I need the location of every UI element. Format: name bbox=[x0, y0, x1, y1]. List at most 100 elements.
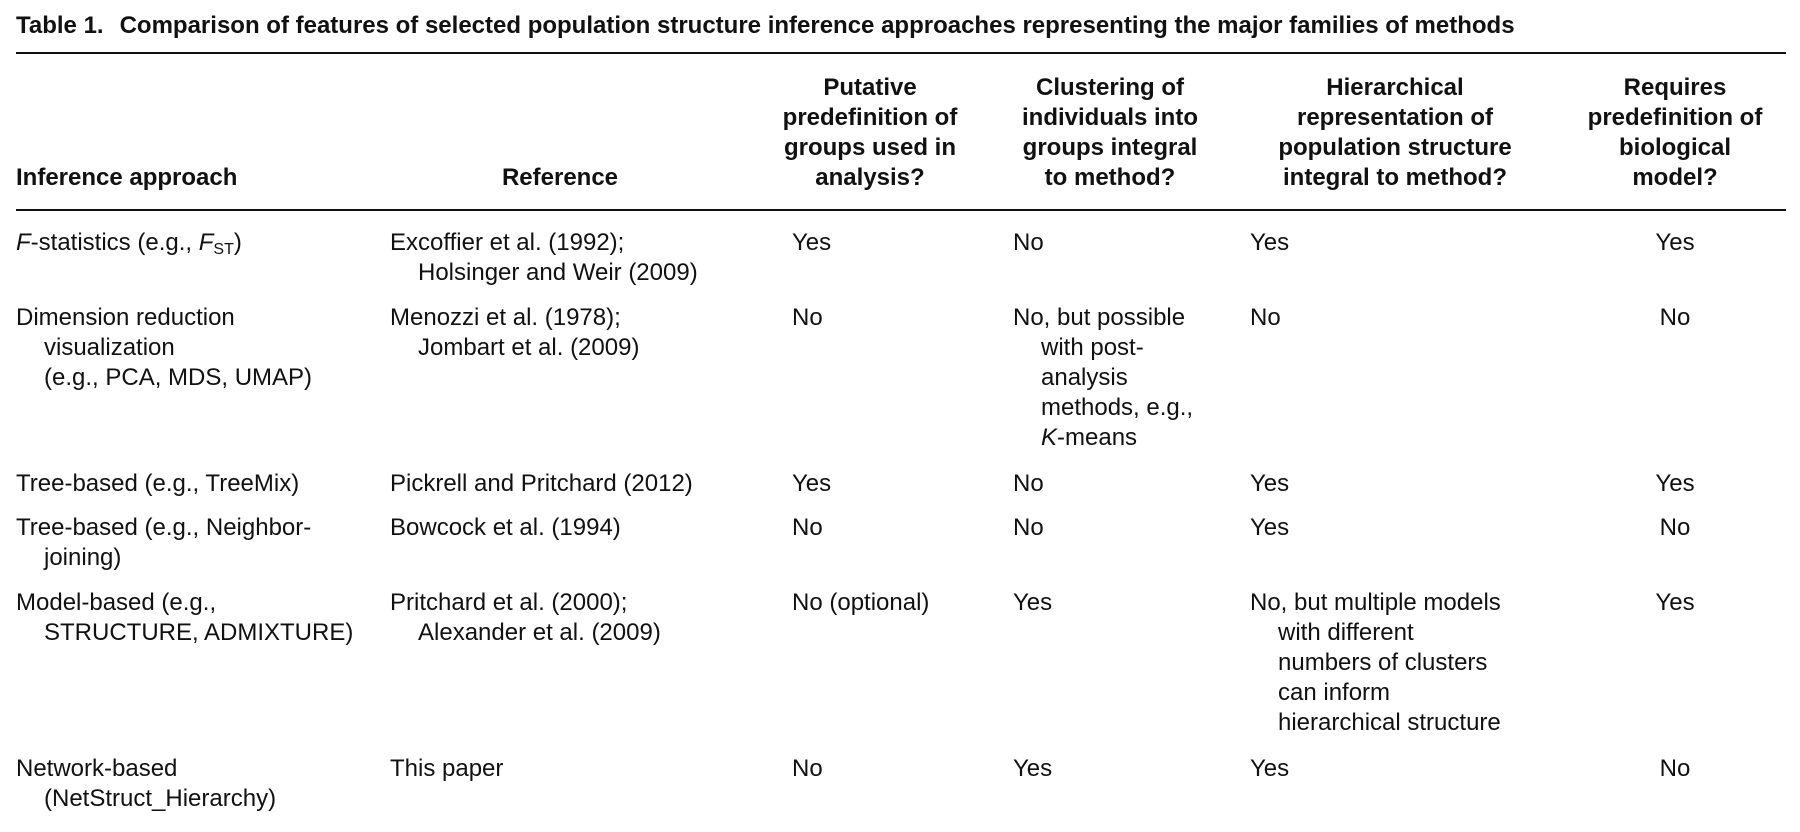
reference-line: Pickrell and Pritchard (2012) bbox=[390, 470, 693, 497]
top-rule bbox=[16, 52, 1786, 54]
approach-line: STRUCTURE, ADMIXTURE) bbox=[44, 619, 354, 646]
row-1-hierarchical: Yes bbox=[1250, 228, 1289, 258]
header-line: groups integral bbox=[1022, 134, 1198, 161]
clustering-line: analysis bbox=[1041, 364, 1128, 391]
row-3-approach: Tree-based (e.g., TreeMix) bbox=[16, 469, 299, 499]
row-5-approach: Model-based (e.g., STRUCTURE, ADMIXTURE) bbox=[16, 588, 353, 648]
row-4-bio-model: No bbox=[1659, 514, 1691, 541]
reference-line: Jombart et al. (2009) bbox=[418, 334, 640, 361]
row-6-predefinition: No bbox=[792, 755, 823, 782]
header-line: predefinition of bbox=[1587, 104, 1763, 131]
header-line: Putative bbox=[823, 74, 917, 101]
hierarchical-line: can inform bbox=[1278, 679, 1391, 706]
header-reference: Reference bbox=[501, 164, 619, 191]
header-line: integral to method? bbox=[1283, 164, 1507, 191]
header-predefinition-groups: Putative predefinition of groups used in… bbox=[770, 73, 970, 193]
hierarchical-line: hierarchical structure bbox=[1278, 709, 1501, 736]
header-line: Requires bbox=[1623, 74, 1727, 101]
hierarchical-line: Yes bbox=[1250, 514, 1290, 541]
approach-line: Tree-based (e.g., Neighbor- bbox=[16, 514, 312, 541]
row-5-predefinition: No (optional) bbox=[792, 589, 930, 616]
clustering-line: No bbox=[1013, 229, 1044, 256]
hierarchical-line: No bbox=[1250, 304, 1281, 331]
approach-line: (e.g., PCA, MDS, UMAP) bbox=[44, 364, 313, 391]
header-line: Clustering of bbox=[1036, 74, 1184, 101]
italic-k: K bbox=[1041, 424, 1058, 451]
hierarchical-line: Yes bbox=[1250, 470, 1290, 497]
reference-line: Pritchard et al. (2000); bbox=[390, 589, 628, 616]
subscript-st: ST bbox=[213, 241, 234, 258]
row-1-predefinition: Yes bbox=[792, 229, 832, 256]
header-rule bbox=[16, 209, 1786, 211]
hierarchical-line: No, but multiple models bbox=[1250, 589, 1501, 616]
row-2-reference: Menozzi et al. (1978); Jombart et al. (2… bbox=[390, 303, 639, 363]
clustering-line: -means bbox=[1057, 424, 1138, 451]
row-3-reference: Pickrell and Pritchard (2012) bbox=[390, 469, 693, 499]
approach-line: Model-based (e.g., bbox=[16, 589, 217, 616]
header-line: Hierarchical bbox=[1326, 74, 1464, 101]
row-3-bio-model: Yes bbox=[1655, 470, 1695, 497]
header-line: model? bbox=[1632, 164, 1718, 191]
clustering-line: No bbox=[1013, 470, 1044, 497]
header-line: analysis? bbox=[815, 164, 925, 191]
caption-text: Comparison of features of selected popul… bbox=[119, 12, 1515, 39]
row-3-hierarchical: Yes bbox=[1250, 469, 1289, 499]
italic-f: F bbox=[16, 229, 31, 256]
row-1-bio-model: Yes bbox=[1655, 229, 1695, 256]
italic-f: F bbox=[198, 229, 214, 256]
header-line: representation of bbox=[1296, 104, 1494, 131]
row-3-predefinition: Yes bbox=[792, 470, 832, 497]
clustering-line: Yes bbox=[1013, 589, 1053, 616]
reference-line: Menozzi et al. (1978); bbox=[390, 304, 621, 331]
row-1-clustering: No bbox=[1013, 228, 1044, 258]
header-line: population structure bbox=[1278, 134, 1512, 161]
reference-line: Excoffier et al. (1992); bbox=[390, 229, 625, 256]
row-5-bio-model: Yes bbox=[1655, 589, 1695, 616]
header-inference-approach: Inference approach bbox=[16, 164, 238, 191]
row-3-clustering: No bbox=[1013, 469, 1044, 499]
header-line: biological bbox=[1618, 134, 1731, 161]
row-4-reference: Bowcock et al. (1994) bbox=[390, 513, 621, 543]
row-2-predefinition: No bbox=[792, 304, 823, 331]
row-2-clustering: No, but possible with post- analysis met… bbox=[1013, 303, 1193, 453]
clustering-line: No, but possible bbox=[1013, 304, 1186, 331]
row-4-clustering: No bbox=[1013, 513, 1044, 543]
row-2-bio-model: No bbox=[1659, 304, 1691, 331]
row-5-clustering: Yes bbox=[1013, 588, 1052, 618]
header-line: groups used in bbox=[783, 134, 956, 161]
reference-line: This paper bbox=[390, 755, 504, 782]
header-line: to method? bbox=[1044, 164, 1176, 191]
clustering-line: No bbox=[1013, 514, 1044, 541]
approach-line: visualization bbox=[44, 334, 175, 361]
hierarchical-line: Yes bbox=[1250, 229, 1290, 256]
approach-line: Network-based bbox=[16, 755, 178, 782]
header-hierarchical: Hierarchical representation of populatio… bbox=[1245, 73, 1545, 193]
row-6-approach: Network-based (NetStruct_Hierarchy) bbox=[16, 754, 276, 814]
clustering-line: with post- bbox=[1041, 334, 1144, 361]
clustering-line: methods, e.g., bbox=[1041, 394, 1194, 421]
reference-line: Holsinger and Weir (2009) bbox=[418, 259, 698, 286]
row-1-approach: F-statistics (e.g., FST) bbox=[16, 228, 242, 265]
row-1-reference: Excoffier et al. (1992); Holsinger and W… bbox=[390, 228, 698, 288]
approach-line: joining) bbox=[44, 544, 122, 571]
hierarchical-line: Yes bbox=[1250, 755, 1290, 782]
row-2-approach: Dimension reduction visualization (e.g.,… bbox=[16, 303, 312, 393]
row-4-hierarchical: Yes bbox=[1250, 513, 1289, 543]
approach-text: -statistics (e.g., bbox=[30, 229, 199, 256]
reference-line: Alexander et al. (2009) bbox=[418, 619, 661, 646]
caption-label: Table 1. bbox=[16, 12, 104, 39]
header-biological-model: Requires predefinition of biological mod… bbox=[1570, 73, 1780, 193]
header-line: predefinition of bbox=[782, 104, 958, 131]
approach-line: Tree-based (e.g., TreeMix) bbox=[16, 470, 300, 497]
reference-line: Bowcock et al. (1994) bbox=[390, 514, 621, 541]
header-line: individuals into bbox=[1021, 104, 1198, 131]
row-6-hierarchical: Yes bbox=[1250, 754, 1289, 784]
clustering-line: Yes bbox=[1013, 755, 1053, 782]
header-clustering: Clustering of individuals into groups in… bbox=[1000, 73, 1220, 193]
table-caption: Table 1. Comparison of features of select… bbox=[16, 12, 1515, 40]
approach-line: Dimension reduction bbox=[16, 304, 235, 331]
row-6-bio-model: No bbox=[1659, 755, 1691, 782]
approach-line: (NetStruct_Hierarchy) bbox=[44, 785, 277, 812]
hierarchical-line: with different bbox=[1278, 619, 1414, 646]
